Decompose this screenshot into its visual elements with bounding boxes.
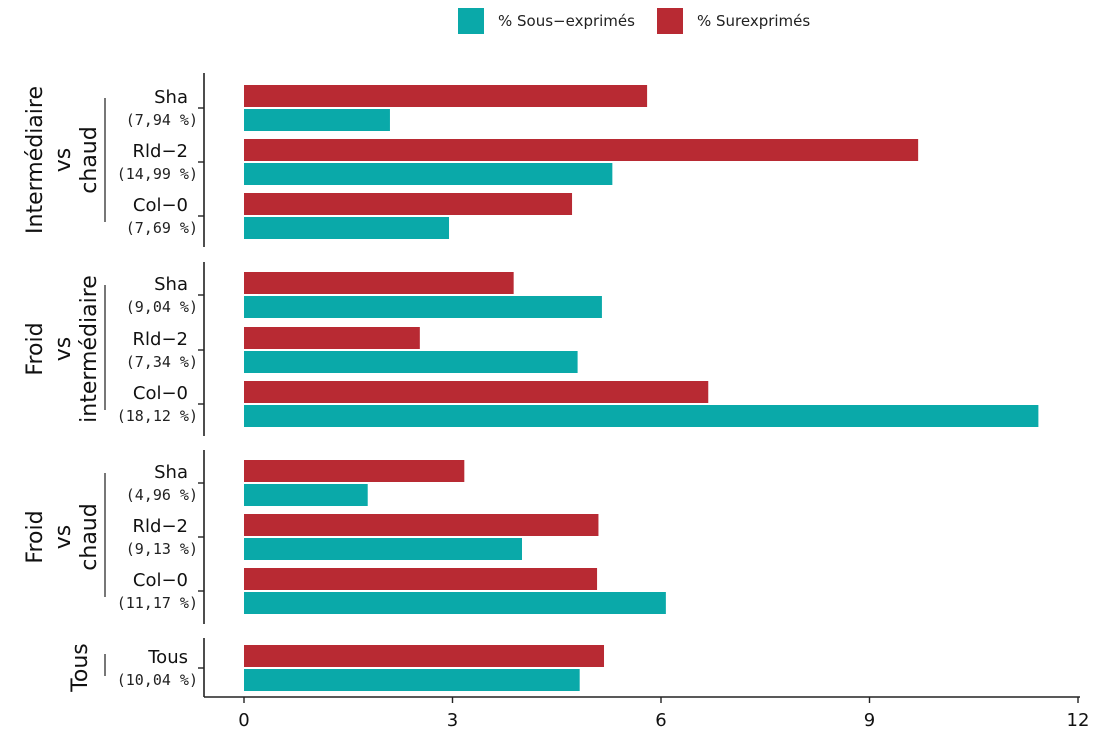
group-label-chaud: chaud <box>77 503 102 570</box>
bar-sous-exprimes-rld-2 <box>244 538 522 560</box>
bar-surexprimes-rld-2 <box>244 514 599 536</box>
legend-label-surexprimes: % Surexprimés <box>696 12 811 30</box>
category-label-rld-2: Rld−2 <box>133 141 188 162</box>
category-label-rld-2: Rld−2 <box>133 329 188 350</box>
bar-surexprimes-col-0 <box>244 568 598 590</box>
bar-sous-exprimes-rld-2 <box>244 163 613 185</box>
bar-surexprimes-col-0 <box>244 381 709 403</box>
x-tick-label: 12 <box>1067 710 1090 731</box>
category-label-rld-2: Rld−2 <box>133 516 188 537</box>
legend: % Sous−exprimés % Surexprimés <box>458 8 832 34</box>
category-pct-label: (4,96 %) <box>126 486 198 504</box>
group-label-interm-diaire: Intermédiaire <box>23 86 48 234</box>
bar-sous-exprimes-col-0 <box>244 405 1039 427</box>
group-label-vs: vs <box>51 337 76 361</box>
bar-surexprimes-sha <box>244 272 514 294</box>
group-label-tous: Tous <box>68 643 93 693</box>
bar-surexprimes-rld-2 <box>244 327 420 349</box>
category-label-col-0: Col−0 <box>133 570 188 591</box>
category-label-col-0: Col−0 <box>133 383 188 404</box>
bar-sous-exprimes-col-0 <box>244 592 666 614</box>
category-pct-label: (10,04 %) <box>117 671 198 689</box>
group-label-froid: Froid <box>23 322 48 375</box>
category-label-tous: Tous <box>147 647 188 668</box>
category-pct-label: (7,69 %) <box>126 219 198 237</box>
x-tick-label: 6 <box>655 710 666 731</box>
category-pct-label: (7,94 %) <box>126 111 198 129</box>
category-label-sha: Sha <box>154 274 188 295</box>
category-pct-label: (9,13 %) <box>126 540 198 558</box>
bar-sous-exprimes-sha <box>244 484 368 506</box>
category-pct-label: (14,99 %) <box>117 165 198 183</box>
group-label-froid: Froid <box>23 510 48 563</box>
x-tick-label: 0 <box>238 710 249 731</box>
bar-surexprimes-tous <box>244 645 605 667</box>
category-pct-label: (18,12 %) <box>117 407 198 425</box>
bar-surexprimes-rld-2 <box>244 139 919 161</box>
bar-sous-exprimes-sha <box>244 296 602 318</box>
bar-sous-exprimes-rld-2 <box>244 351 578 373</box>
group-label-chaud: chaud <box>77 126 102 193</box>
category-label-sha: Sha <box>154 87 188 108</box>
group-label-vs: vs <box>51 148 76 172</box>
bar-sous-exprimes-tous <box>244 669 580 691</box>
bar-surexprimes-sha <box>244 85 648 107</box>
group-label-interm-diaire: intermédiaire <box>77 275 102 423</box>
bar-sous-exprimes-col-0 <box>244 217 450 239</box>
category-pct-label: (7,34 %) <box>126 353 198 371</box>
legend-item-sous-exprimes: % Sous−exprimés <box>458 8 635 34</box>
bar-surexprimes-sha <box>244 460 465 482</box>
legend-label-sous-exprimes: % Sous−exprimés <box>498 12 635 30</box>
category-label-sha: Sha <box>154 462 188 483</box>
category-pct-label: (9,04 %) <box>126 298 198 316</box>
group-label-vs: vs <box>51 525 76 549</box>
legend-swatch-sous-exprimes <box>458 8 484 34</box>
bar-surexprimes-col-0 <box>244 193 573 215</box>
category-label-col-0: Col−0 <box>133 195 188 216</box>
x-tick-label: 3 <box>447 710 458 731</box>
legend-item-surexprimes: % Surexprimés <box>656 8 811 34</box>
x-tick-label: 9 <box>864 710 875 731</box>
bar-sous-exprimes-sha <box>244 109 390 131</box>
legend-swatch-surexprimes <box>656 8 683 34</box>
category-pct-label: (11,17 %) <box>117 594 198 612</box>
